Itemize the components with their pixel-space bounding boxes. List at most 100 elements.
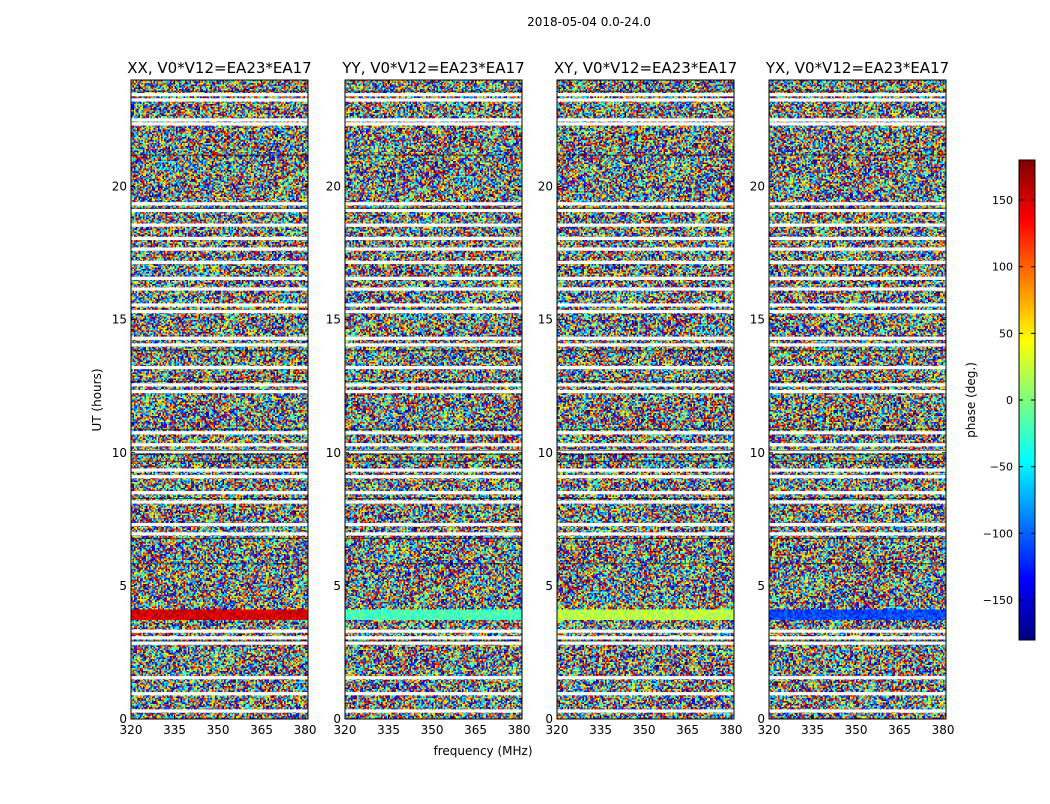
flagged-row bbox=[769, 236, 946, 241]
flagged-row bbox=[345, 223, 522, 227]
flagged-row bbox=[345, 636, 522, 640]
gap-line bbox=[557, 454, 734, 456]
y-tick-label: 5 bbox=[757, 579, 765, 593]
flagged-row bbox=[131, 692, 308, 696]
colorbar-label: phase (deg.) bbox=[964, 362, 978, 438]
gap-line bbox=[557, 207, 734, 209]
flagged-row bbox=[345, 310, 522, 314]
flagged-row bbox=[769, 98, 946, 102]
flagged-row bbox=[769, 303, 946, 307]
flagged-row bbox=[131, 336, 308, 340]
gap-line bbox=[769, 640, 946, 642]
gap-line bbox=[131, 450, 308, 452]
flagged-row bbox=[769, 449, 946, 454]
gap-line bbox=[557, 640, 734, 642]
flagged-row bbox=[769, 122, 946, 126]
colorbar-tick-label: −150 bbox=[983, 594, 1013, 607]
flagged-row bbox=[131, 247, 308, 251]
flagged-row bbox=[557, 468, 734, 472]
x-tick-label: 380 bbox=[294, 723, 317, 737]
x-tick-label: 335 bbox=[163, 723, 186, 737]
flagged-row bbox=[769, 247, 946, 251]
flagged-row bbox=[557, 336, 734, 340]
y-tick-label: 15 bbox=[750, 313, 765, 327]
gap-line bbox=[557, 428, 734, 430]
flagged-row bbox=[557, 709, 734, 713]
flagged-row bbox=[345, 93, 522, 97]
y-tick-label: 0 bbox=[119, 712, 127, 726]
flagged-row bbox=[769, 336, 946, 340]
x-tick-label: 320 bbox=[334, 723, 357, 737]
flagged-row bbox=[345, 676, 522, 680]
flagged-row bbox=[131, 383, 308, 387]
y-axis-label: UT (hours) bbox=[90, 368, 104, 431]
x-tick-label: 380 bbox=[720, 723, 743, 737]
flagged-row bbox=[557, 449, 734, 454]
flagged-row bbox=[131, 310, 308, 314]
flagged-row bbox=[131, 118, 308, 122]
gap-line bbox=[345, 460, 522, 462]
gap-line bbox=[769, 498, 946, 500]
flagged-row bbox=[557, 431, 734, 435]
flagged-row bbox=[769, 523, 946, 527]
flagged-row bbox=[131, 443, 308, 447]
flagged-row bbox=[557, 223, 734, 227]
flagged-row bbox=[769, 491, 946, 495]
flagged-row bbox=[345, 383, 522, 387]
x-tick-label: 350 bbox=[207, 723, 230, 737]
flagged-row bbox=[769, 475, 946, 479]
y-tick-label: 10 bbox=[750, 446, 765, 460]
flagged-row bbox=[131, 500, 308, 504]
panel-title: XY, V0*V12=EA23*EA17 bbox=[554, 59, 737, 77]
y-tick-label: 5 bbox=[333, 579, 341, 593]
flagged-row bbox=[557, 202, 734, 206]
panel-frame bbox=[556, 79, 735, 720]
gap-line bbox=[131, 154, 308, 156]
flagged-row bbox=[131, 303, 308, 307]
panel-1: XX, V0*V12=EA23*EA17 320 335 350 365 380 0 5 10 1… bbox=[112, 59, 317, 737]
gap-line bbox=[345, 380, 522, 382]
flagged-row bbox=[769, 202, 946, 206]
flagged-row bbox=[131, 449, 308, 454]
flagged-row bbox=[769, 431, 946, 435]
flagged-row bbox=[131, 223, 308, 227]
gap-line bbox=[557, 350, 734, 352]
gap-line bbox=[769, 350, 946, 352]
gap-line bbox=[131, 498, 308, 500]
flagged-row bbox=[131, 260, 308, 264]
flagged-row bbox=[131, 636, 308, 640]
flagged-row bbox=[557, 475, 734, 479]
figure-title: 2018-05-04 0.0-24.0 bbox=[527, 15, 651, 29]
flagged-row bbox=[557, 636, 734, 640]
gap-line bbox=[557, 563, 734, 565]
gap-line bbox=[131, 90, 308, 92]
phase-heatmap bbox=[557, 80, 734, 719]
gap-line bbox=[769, 563, 946, 565]
gap-line bbox=[557, 498, 734, 500]
x-tick-label: 380 bbox=[508, 723, 531, 737]
flagged-row bbox=[769, 93, 946, 97]
colorbar-tick-label: −50 bbox=[990, 461, 1013, 474]
panel-2: YY, V0*V12=EA23*EA17 320 335 350 365 380 0 5 10 1… bbox=[326, 59, 531, 737]
gap-line bbox=[345, 207, 522, 209]
gap-line bbox=[769, 460, 946, 462]
flagged-row bbox=[345, 118, 522, 122]
flagged-row bbox=[131, 236, 308, 241]
flagged-row bbox=[345, 276, 522, 280]
gap-line bbox=[557, 537, 734, 539]
flagged-row bbox=[557, 287, 734, 291]
gap-line bbox=[131, 380, 308, 382]
flagged-row bbox=[769, 692, 946, 696]
flagged-row bbox=[345, 208, 522, 213]
flagged-row bbox=[131, 532, 308, 536]
panel-frame bbox=[344, 79, 523, 720]
gap-line bbox=[131, 207, 308, 209]
colorbar-tick-label: 50 bbox=[999, 327, 1013, 340]
flagged-row bbox=[769, 676, 946, 680]
gap-line bbox=[557, 450, 734, 452]
flagged-row bbox=[557, 247, 734, 251]
y-tick-label: 20 bbox=[112, 180, 127, 194]
panel-title: YY, V0*V12=EA23*EA17 bbox=[341, 59, 524, 77]
gap-line bbox=[345, 640, 522, 642]
